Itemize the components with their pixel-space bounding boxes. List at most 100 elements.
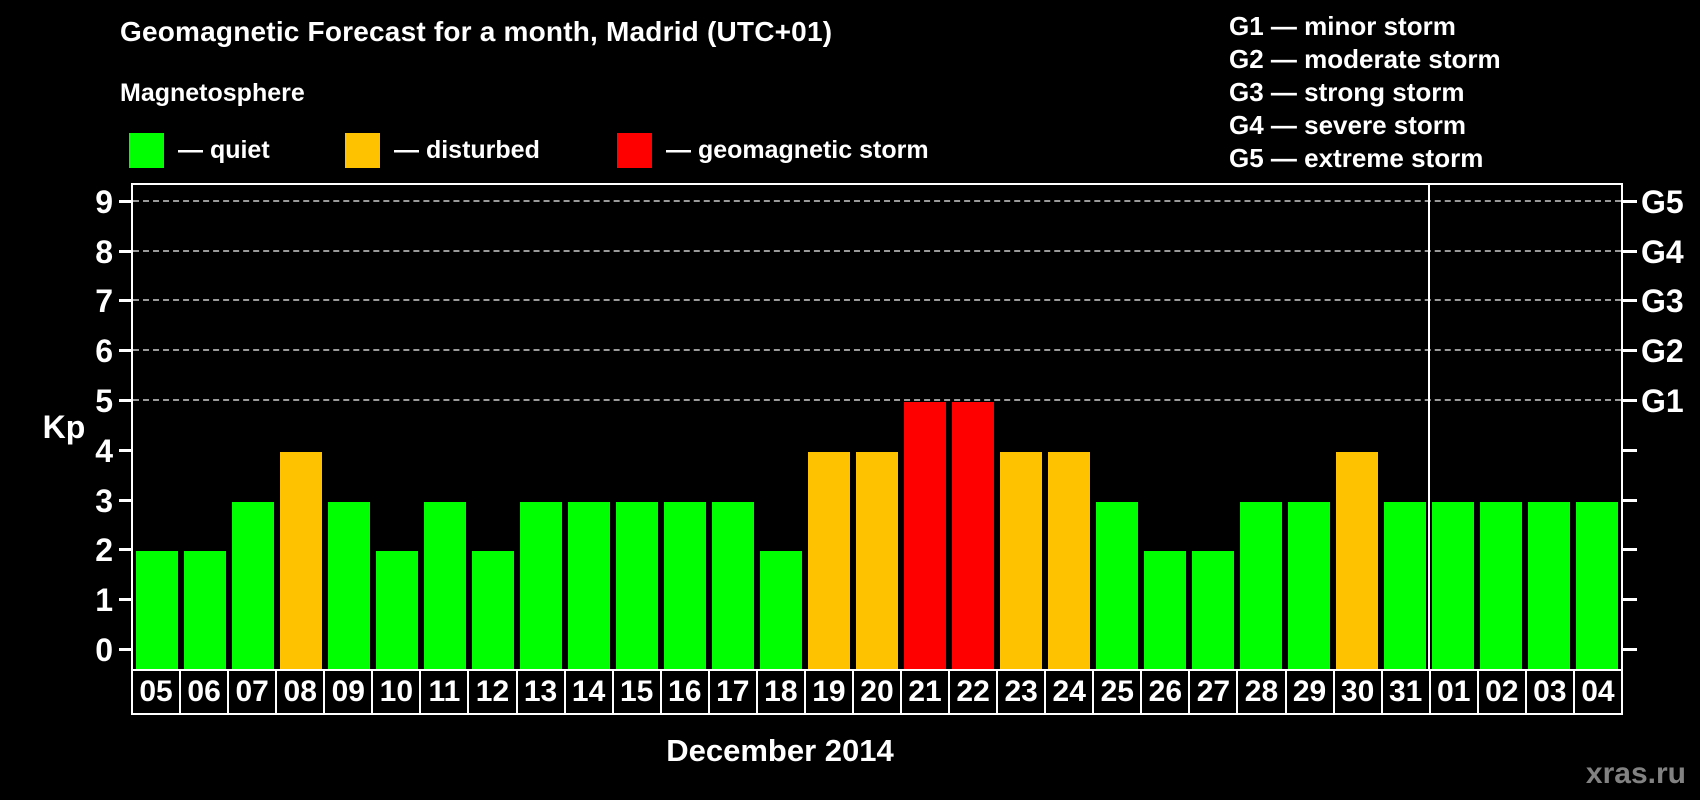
g-scale-label: G2 xyxy=(1641,333,1684,370)
y-tick-label: 9 xyxy=(95,183,113,220)
day-label-cell: 08 xyxy=(275,669,326,715)
y-axis-tick xyxy=(119,249,132,253)
storm-scale-legend: G1 — minor storm G2 — moderate storm G3 … xyxy=(1229,10,1501,175)
right-axis-tick xyxy=(1623,498,1637,502)
day-label-cell: 05 xyxy=(131,669,182,715)
quiet-swatch-icon xyxy=(129,132,164,168)
bars-container xyxy=(133,185,1621,669)
kp-gridline xyxy=(133,349,1621,352)
day-label-cell: 30 xyxy=(1332,669,1383,715)
kp-bar xyxy=(376,551,418,669)
bar-column xyxy=(565,185,613,669)
kp-bar xyxy=(1528,501,1570,669)
y-tick-label: 0 xyxy=(95,632,113,668)
kp-bar xyxy=(424,501,466,669)
day-label-cell: 12 xyxy=(467,669,518,715)
day-label-cell: 29 xyxy=(1284,669,1335,715)
day-label-cell: 18 xyxy=(755,669,806,715)
kp-bar xyxy=(1240,501,1282,669)
kp-bar xyxy=(136,551,178,669)
disturbed-swatch-icon xyxy=(345,132,380,168)
kp-gridline xyxy=(133,199,1621,202)
bar-column xyxy=(1141,185,1189,669)
kp-bar xyxy=(664,501,706,669)
day-label-cell: 21 xyxy=(900,669,951,715)
bar-column xyxy=(709,185,757,669)
bar-column xyxy=(133,185,181,669)
kp-gridline xyxy=(133,399,1621,401)
kp-bar xyxy=(808,451,850,669)
bar-column xyxy=(805,185,853,669)
bar-column xyxy=(1381,185,1429,669)
right-axis-tick xyxy=(1623,399,1637,402)
kp-bar xyxy=(1336,451,1378,669)
storm-scale-item: G5 — extreme storm xyxy=(1229,143,1484,173)
right-axis-tick xyxy=(1623,299,1637,303)
bar-column xyxy=(229,185,277,669)
y-axis-tick xyxy=(119,598,132,602)
bar-column xyxy=(1525,185,1573,669)
day-label-cell: 06 xyxy=(179,669,230,715)
bar-column xyxy=(1045,185,1093,669)
plot-area: 0 1 2 3 4 5 6 7 8 9 G1 G2 G3 G4 G5 xyxy=(95,183,1684,669)
bar-column xyxy=(469,185,517,669)
chart-subtitle: Magnetosphere xyxy=(120,79,305,107)
kp-bar xyxy=(1384,501,1426,669)
day-label-cell: 01 xyxy=(1428,669,1479,715)
kp-bar xyxy=(1576,501,1618,669)
y-axis-tick xyxy=(119,648,132,651)
day-label-cell: 31 xyxy=(1380,669,1431,715)
y-tick-label: 1 xyxy=(95,582,113,619)
bar-column xyxy=(1237,185,1285,669)
y-axis-tick xyxy=(119,448,132,452)
g-scale-label: G5 xyxy=(1641,183,1684,220)
watermark: xras.ru xyxy=(1585,757,1686,790)
kp-bar xyxy=(232,501,274,669)
day-label-cell: 11 xyxy=(419,669,470,715)
legend-label: — disturbed xyxy=(394,135,540,164)
day-label-cell: 19 xyxy=(803,669,854,715)
bar-column xyxy=(661,185,709,669)
legend-item-disturbed: — disturbed xyxy=(345,131,540,169)
day-label-cell: 27 xyxy=(1188,669,1239,715)
kp-bar xyxy=(904,402,946,669)
y-axis-tick xyxy=(119,548,132,552)
y-tick-label: 6 xyxy=(95,333,113,370)
kp-bar xyxy=(616,501,658,669)
y-tick-label: 4 xyxy=(95,432,113,469)
kp-bar xyxy=(280,451,322,669)
kp-bar xyxy=(520,501,562,669)
right-axis-tick xyxy=(1623,548,1637,552)
storm-scale-item: G3 — strong storm xyxy=(1229,77,1465,107)
day-label-cell: 22 xyxy=(948,669,999,715)
y-tick-label: 8 xyxy=(95,233,113,270)
y-tick-label: 2 xyxy=(95,532,113,569)
right-axis-tick xyxy=(1623,349,1637,353)
legend-item-storm: — geomagnetic storm xyxy=(617,131,929,169)
legend-label: — geomagnetic storm xyxy=(666,135,929,164)
day-label-cell: 26 xyxy=(1140,669,1191,715)
bar-column xyxy=(997,185,1045,669)
kp-bar xyxy=(184,551,226,669)
bar-column xyxy=(757,185,805,669)
day-label-cell: 24 xyxy=(1044,669,1095,715)
kp-bar xyxy=(1096,501,1138,669)
day-label-cell: 10 xyxy=(371,669,422,715)
right-axis-tick xyxy=(1623,199,1637,203)
x-axis-title: December 2014 xyxy=(666,733,894,768)
y-axis-tick xyxy=(119,349,132,353)
day-label-cell: 17 xyxy=(707,669,758,715)
storm-scale-item: G4 — severe storm xyxy=(1229,110,1467,140)
right-axis-tick xyxy=(1623,448,1637,452)
bar-column xyxy=(1429,185,1477,669)
y-tick-label: 5 xyxy=(95,383,113,419)
legend-item-quiet: — quiet xyxy=(129,131,270,169)
bar-column xyxy=(421,185,469,669)
day-label-cell: 09 xyxy=(323,669,374,715)
day-label-cell: 20 xyxy=(851,669,902,715)
x-axis-day-row: 05 06 07 08 09 10 11 12 13 14 15 16 17 18 19 20 21 22 23 24… xyxy=(131,669,1623,715)
kp-bar xyxy=(1432,501,1474,669)
g-scale-label: G4 xyxy=(1641,233,1684,270)
kp-bar xyxy=(952,402,994,669)
bar-column xyxy=(1477,185,1525,669)
